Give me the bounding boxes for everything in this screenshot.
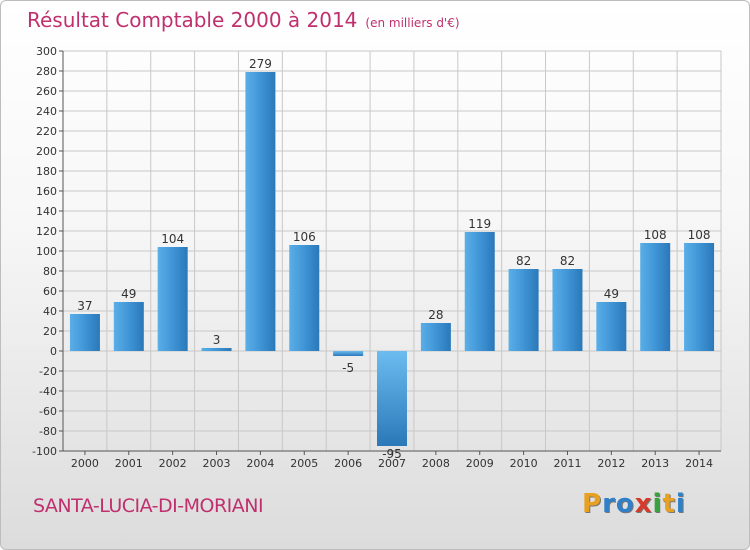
x-tick-label: 2010 [510,457,538,470]
x-tick-label: 2013 [641,457,669,470]
data-label: -5 [342,361,354,375]
logo-letter: x [634,489,653,519]
bar [245,72,276,351]
x-tick-label: 2004 [246,457,274,470]
x-tick-label: 2009 [466,457,494,470]
y-tick-label: 140 [36,205,57,218]
logo-letter: i [652,489,663,519]
y-tick-label: 240 [36,105,57,118]
y-tick-label: -40 [39,385,57,398]
data-label: 28 [428,308,443,322]
y-tick-label: 160 [36,185,57,198]
data-label: 3 [213,333,221,347]
chart-title-text: Résultat Comptable 2000 à 2014 [27,8,358,32]
y-tick-label: -100 [32,445,57,458]
x-tick-label: 2007 [378,457,406,470]
y-tick-label: 300 [36,45,57,58]
x-tick-label: 2000 [71,457,99,470]
bar [464,232,495,351]
data-label: 119 [468,217,491,231]
bar [157,247,188,351]
bar [596,302,627,351]
bar [420,323,451,351]
bar [289,245,320,351]
bar [508,269,539,351]
y-tick-label: 100 [36,245,57,258]
data-label: 82 [560,254,575,268]
data-label: 37 [77,299,92,313]
x-tick-label: 2012 [597,457,625,470]
bar [333,351,364,356]
chart-subtitle: (en milliers d'€) [365,16,460,30]
bar [201,348,232,351]
bar [377,351,407,446]
data-label: 49 [604,287,619,301]
logo-letter: o [615,489,635,519]
y-tick-label: 80 [43,265,57,278]
logo-letter: P [582,489,603,519]
logo-letter: r [602,489,616,519]
y-tick-label: 60 [43,285,57,298]
data-label: 106 [293,230,316,244]
y-tick-label: 120 [36,225,57,238]
data-label: 108 [688,228,711,242]
bar [640,243,671,351]
data-label: 279 [249,57,272,71]
y-tick-label: 220 [36,125,57,138]
x-tick-label: 2001 [115,457,143,470]
y-tick-label: 180 [36,165,57,178]
y-tick-label: 200 [36,145,57,158]
y-tick-label: 280 [36,65,57,78]
bar [684,243,715,351]
y-tick-label: 0 [50,345,57,358]
y-tick-label: 20 [43,325,57,338]
data-label: 108 [644,228,667,242]
y-tick-label: -20 [39,365,57,378]
chart-title: Résultat Comptable 2000 à 2014 (en millie… [27,8,460,32]
bar [552,269,583,351]
x-tick-label: 2008 [422,457,450,470]
data-label: 104 [161,232,184,246]
logo-letter: t [662,489,676,519]
y-tick-label: -80 [39,425,57,438]
y-tick-label: 40 [43,305,57,318]
x-tick-label: 2014 [685,457,713,470]
x-tick-label: 2011 [553,457,581,470]
bar [113,302,144,351]
x-tick-label: 2006 [334,457,362,470]
y-tick-label: 260 [36,85,57,98]
x-tick-label: 2002 [159,457,187,470]
bar [69,314,100,351]
logo-letter: i [675,489,686,519]
y-tick-label: -60 [39,405,57,418]
data-label: 49 [121,287,136,301]
data-label: 82 [516,254,531,268]
data-label: -95 [382,447,402,461]
x-tick-label: 2005 [290,457,318,470]
x-tick-label: 2003 [203,457,231,470]
proxiti-logo: Proxiti [582,489,686,519]
commune-name: SANTA-LUCIA-DI-MORIANI [33,495,264,517]
